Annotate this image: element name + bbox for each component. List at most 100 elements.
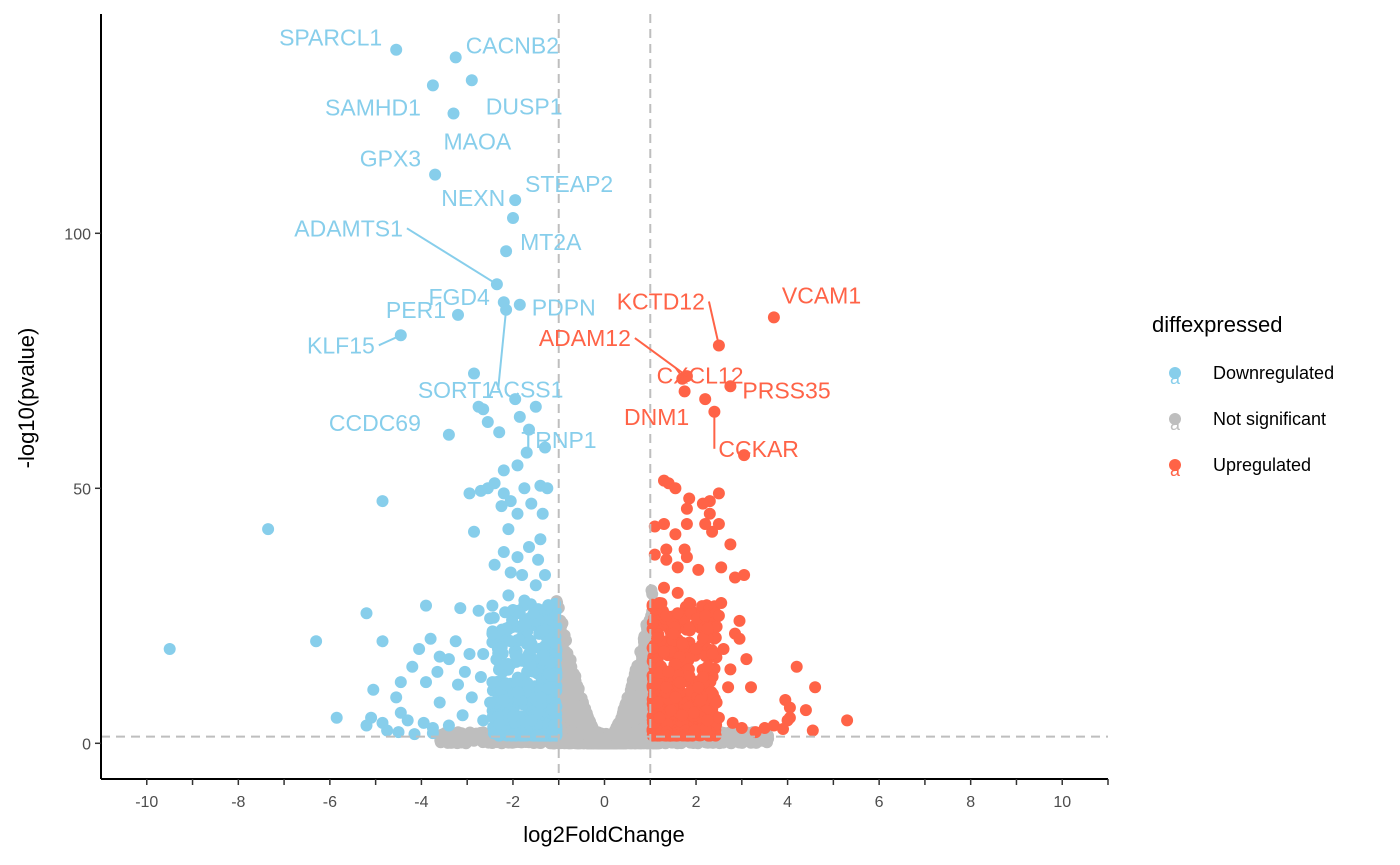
point-upregulated <box>696 497 709 510</box>
x-tick-label: 8 <box>966 794 975 811</box>
point-upregulated <box>809 681 822 694</box>
point-downregulated <box>516 569 529 581</box>
x-tick-label: 2 <box>692 794 701 811</box>
point-upregulated <box>692 563 705 576</box>
point-upregulated <box>680 551 693 564</box>
point-downregulated <box>523 541 535 553</box>
point-downregulated <box>544 669 557 682</box>
legend-key-glyph: a <box>1170 460 1181 480</box>
plot-area: SPARCL1 CACNB2 DUSP1 SAMHD1 MAOA GPX3 STEAP2 NE… <box>101 14 1108 779</box>
x-axis-title: log2FoldChange <box>523 822 684 847</box>
point-upregulated <box>841 714 854 727</box>
x-tick-label: -6 <box>323 794 337 811</box>
point-downregulated <box>516 728 529 741</box>
legend-entry-label: Upregulated <box>1213 455 1311 475</box>
point-upregulated <box>669 691 682 704</box>
point-upregulated <box>667 627 680 640</box>
point-upregulated <box>712 487 725 500</box>
point-downregulated <box>465 74 478 87</box>
point-downregulated <box>511 551 524 564</box>
point-downregulated <box>493 717 506 730</box>
point-downregulated <box>401 714 414 727</box>
point-downregulated <box>474 484 487 497</box>
point-upregulated <box>676 637 689 650</box>
legend-key-glyph: a <box>1170 368 1181 388</box>
point-upregulated <box>680 502 693 515</box>
point-downregulated <box>477 714 490 727</box>
point-upregulated <box>710 696 723 709</box>
point-downregulated <box>463 648 476 660</box>
gene-label: KCTD12 <box>617 289 705 315</box>
point-downregulated <box>536 625 549 638</box>
point-not-significant <box>624 704 637 717</box>
point-downregulated <box>394 676 407 689</box>
gene-label: ACSS1 <box>488 377 563 403</box>
point-downregulated <box>509 194 522 207</box>
point-upregulated <box>651 631 663 644</box>
gene-label: KLF15 <box>307 332 375 358</box>
point-not-significant <box>590 729 603 742</box>
gene-label: PRSS35 <box>742 377 830 403</box>
point-upregulated <box>724 663 737 676</box>
gene-label: CXCL12 <box>657 362 744 388</box>
x-tick-label: -8 <box>231 794 245 811</box>
gene-label: PDPN <box>532 295 596 321</box>
point-downregulated <box>163 643 176 655</box>
point-downregulated <box>424 632 437 645</box>
point-downregulated <box>535 691 547 704</box>
point-not-significant <box>632 679 645 692</box>
point-upregulated <box>701 622 714 635</box>
point-upregulated <box>651 696 664 709</box>
gene-label: STEAP2 <box>525 171 613 197</box>
legend-title: diffexpressed <box>1152 312 1282 337</box>
point-downregulated <box>497 546 510 558</box>
point-upregulated <box>690 643 702 655</box>
point-downregulated <box>447 107 460 120</box>
point-downregulated <box>486 676 499 689</box>
point-downregulated <box>518 594 531 607</box>
gene-label: SORT1 <box>418 377 494 403</box>
x-tick-label: -10 <box>135 794 158 811</box>
point-upregulated <box>740 653 753 666</box>
x-tick-label: 4 <box>783 794 792 811</box>
point-downregulated <box>452 308 464 321</box>
legend-key-glyph: a <box>1170 414 1181 434</box>
point-upregulated <box>687 706 700 719</box>
point-downregulated <box>420 599 432 612</box>
point-not-significant <box>645 584 658 597</box>
point-upregulated <box>664 704 677 717</box>
point-downregulated <box>484 696 497 709</box>
point-upregulated <box>729 571 741 584</box>
point-downregulated <box>406 660 419 673</box>
point-downregulated <box>477 403 490 416</box>
point-upregulated <box>699 609 712 622</box>
point-downregulated <box>507 710 519 723</box>
point-downregulated <box>486 627 499 640</box>
point-not-significant <box>750 736 763 749</box>
point-downregulated <box>465 691 478 704</box>
point-upregulated <box>715 597 728 609</box>
point-downregulated <box>541 482 554 495</box>
gene-label: NEXN <box>441 185 505 211</box>
y-axis-title: -log10(pvalue) <box>14 328 39 469</box>
legend: diffexpressed a Downregulated a Not signifi… <box>1152 312 1334 480</box>
point-upregulated <box>683 492 696 505</box>
point-downregulated <box>442 719 455 732</box>
point-upregulated <box>676 709 689 722</box>
point-downregulated <box>536 507 549 520</box>
gene-label: MAOA <box>444 129 512 155</box>
point-downregulated <box>499 606 512 619</box>
point-downregulated <box>504 635 517 648</box>
point-upregulated <box>658 518 670 530</box>
point-upregulated <box>701 660 714 673</box>
point-downregulated <box>497 464 510 477</box>
point-downregulated <box>500 245 513 258</box>
point-downregulated <box>456 709 469 722</box>
point-downregulated <box>513 298 526 311</box>
point-downregulated <box>452 678 464 691</box>
point-downregulated <box>510 650 523 662</box>
point-downregulated <box>529 579 542 592</box>
point-downregulated <box>513 607 526 620</box>
label-leader-line <box>406 227 498 286</box>
point-upregulated <box>726 716 739 729</box>
